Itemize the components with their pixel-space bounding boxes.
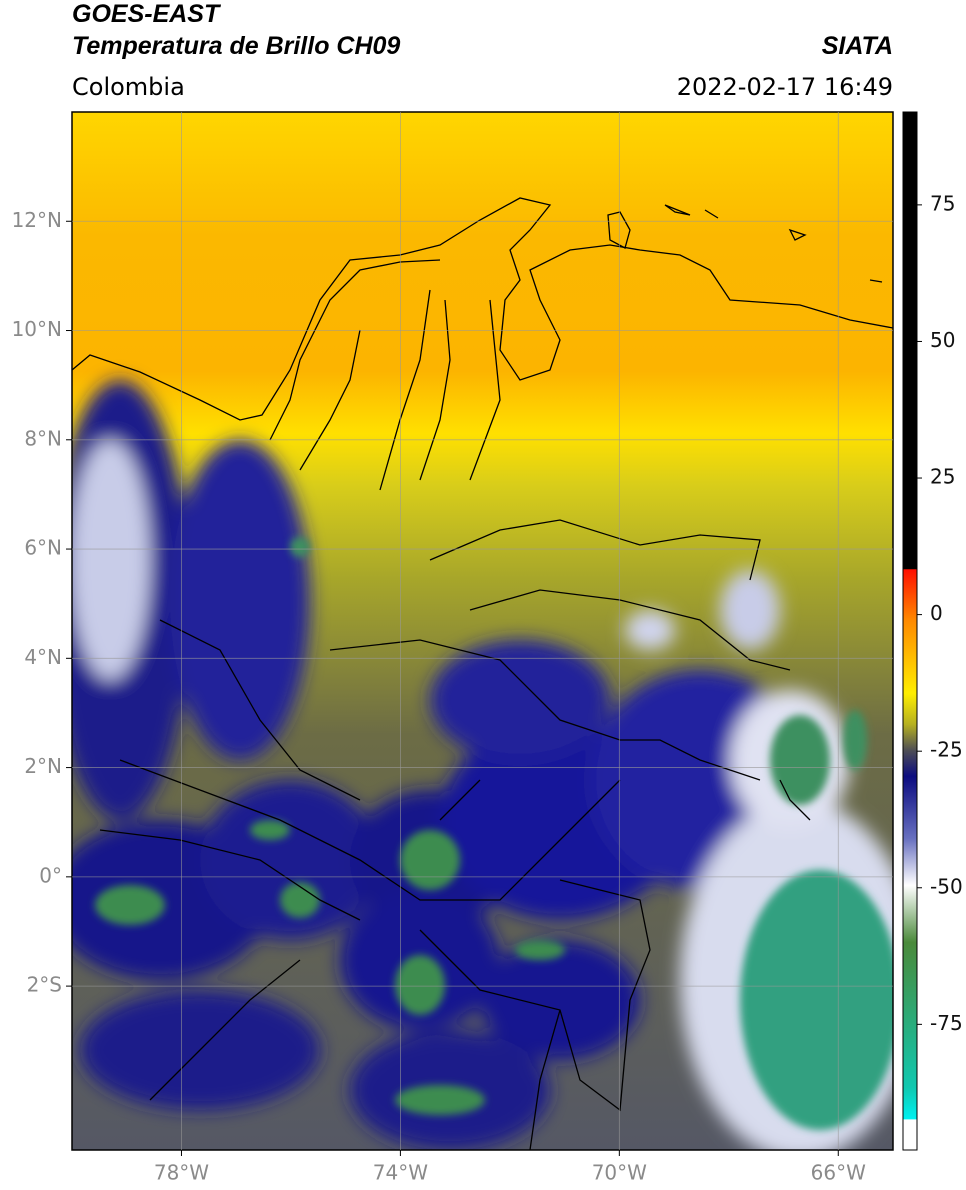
datetime: 2022-02-17 16:49 (677, 73, 893, 101)
y-tick-label: 4°N (24, 645, 62, 669)
product: Temperatura de Brillo CH09 (72, 32, 400, 60)
colorbar-tick-label: 75 (930, 191, 955, 215)
x-tick-label: 66°W (811, 1161, 866, 1185)
colorbar-tick-label: 50 (930, 328, 955, 352)
colorbar-tick-label: -75 (930, 1011, 963, 1035)
x-tick-label: 78°W (154, 1161, 209, 1185)
y-tick-label: 2°N (24, 754, 62, 778)
x-tick-label: 70°W (592, 1161, 647, 1185)
region: Colombia (72, 73, 185, 101)
source: SIATA (822, 32, 893, 60)
colorbar-tick-label: 0 (930, 601, 943, 625)
imagery (72, 112, 893, 1150)
colorbar-tick-label: 25 (930, 465, 955, 489)
colorbar (902, 111, 918, 1151)
colorbar-tick-label: -25 (930, 738, 963, 762)
colorbar-tick-label: -50 (930, 874, 963, 898)
y-tick-label: 2°S (27, 973, 62, 997)
y-tick-label: 8°N (24, 426, 62, 450)
satellite: GOES-EAST (72, 0, 222, 28)
y-tick-label: 6°N (24, 536, 62, 560)
y-tick-label: 10°N (12, 317, 62, 341)
y-tick-label: 12°N (12, 208, 62, 232)
map-frame (71, 111, 894, 1151)
y-tick-label: 0° (39, 863, 62, 887)
x-tick-label: 74°W (373, 1161, 428, 1185)
